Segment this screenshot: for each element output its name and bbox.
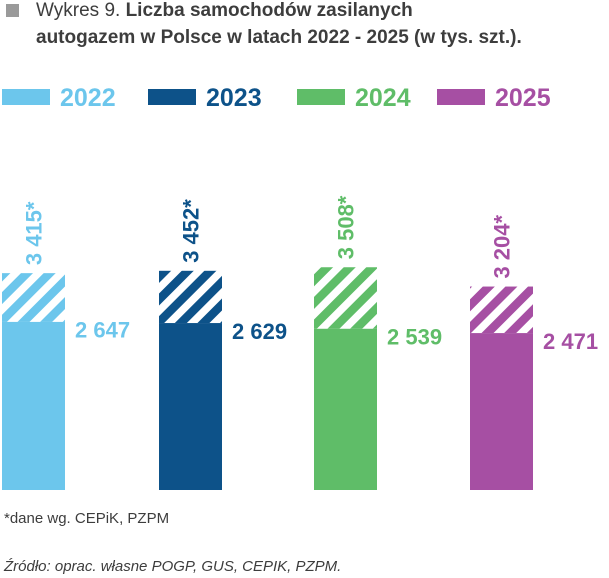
chart-title-line-2: autogazem w Polsce w latach 2022 - 2025 … xyxy=(36,27,522,48)
bar-2025-value xyxy=(470,333,533,490)
bar-2023-total-hatched xyxy=(159,270,222,324)
legend-label-2022: 2022 xyxy=(60,84,116,112)
legend-swatch-2024 xyxy=(297,89,345,105)
bar-2024-value xyxy=(314,328,377,490)
data-label-2025-value: 2 471 xyxy=(543,329,598,354)
title-marker xyxy=(6,4,19,17)
chart-plot: 2 647 3 415* 2 629 3 452* 2 539 3 508* 2 471 3 … xyxy=(2,195,598,490)
data-label-2022-total: 3 415* xyxy=(22,201,47,265)
legend-label-2023: 2023 xyxy=(206,84,262,112)
chart-title-bold-1: Liczba samochodów zasilanych xyxy=(125,0,413,21)
legend-swatch-2022 xyxy=(2,89,50,105)
chart-source: Źródło: oprac. własne POGP, GUS, CEPIK, … xyxy=(4,558,342,575)
legend-label-2025: 2025 xyxy=(495,84,551,112)
data-label-2024-total: 3 508* xyxy=(334,195,359,259)
bar-2022-value xyxy=(2,321,65,490)
legend-label-2024: 2024 xyxy=(355,84,411,112)
bar-2025-total-hatched xyxy=(470,286,533,334)
legend-swatch-2023 xyxy=(148,89,196,105)
chart-title-prefix: Wykres 9. xyxy=(36,0,121,21)
data-label-2025-total: 3 204* xyxy=(490,214,515,278)
chart-title-line-1: Wykres 9. Liczba samochodów zasilanych xyxy=(36,0,413,22)
bar-2023-value xyxy=(159,323,222,490)
data-label-2022-value: 2 647 xyxy=(75,318,130,343)
data-label-2023-total: 3 452* xyxy=(179,199,204,263)
bar-2022-total-hatched xyxy=(2,273,65,322)
chart-footnote: *dane wg. CEPiK, PZPM xyxy=(4,510,170,527)
legend-swatch-2025 xyxy=(437,89,485,105)
bar-2024-total-hatched xyxy=(314,267,377,329)
data-label-2024-value: 2 539 xyxy=(387,325,442,350)
data-label-2023-value: 2 629 xyxy=(232,319,287,344)
